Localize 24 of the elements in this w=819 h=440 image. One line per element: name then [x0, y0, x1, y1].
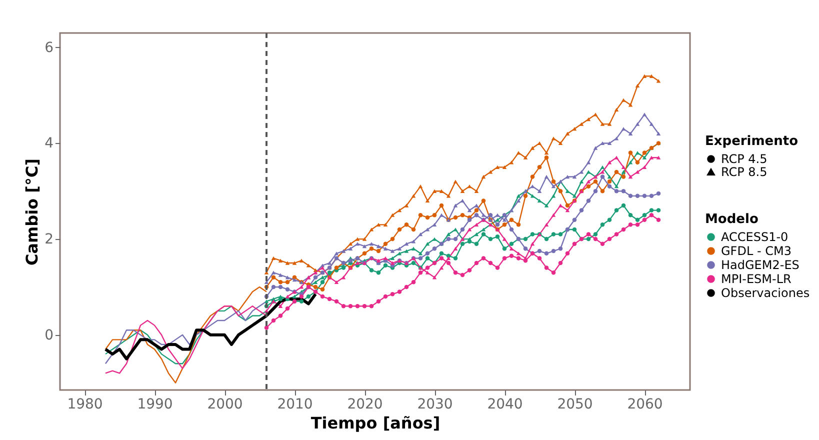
x-tick-label: 2020	[347, 396, 383, 412]
y-tick-label: 2	[44, 232, 54, 248]
x-tick-label: 2000	[207, 396, 243, 412]
y-tick-label: 0	[44, 327, 54, 344]
text: Experimento	[705, 134, 798, 149]
legend-label: ACCESS1-0	[721, 230, 788, 244]
legend-label: GFDL - CM3	[721, 244, 792, 258]
x-tick-label: 2050	[557, 396, 593, 412]
legend-label: HadGEM2-ES	[721, 258, 800, 272]
x-axis-title: Tiempo [años]	[310, 414, 440, 432]
legend-label: Observaciones	[721, 286, 810, 300]
x-tick-label: 2040	[487, 396, 523, 412]
x-tick-label: 2010	[277, 396, 313, 412]
x-tick-label: 1980	[67, 396, 103, 412]
text: Modelo	[705, 212, 758, 227]
y-tick-label: 6	[44, 40, 54, 56]
x-tick-label: 1990	[137, 396, 173, 412]
y-tick-label: 4	[44, 136, 54, 152]
x-tick-label: 2030	[417, 396, 453, 412]
y-axis-title: Cambio [°C]	[22, 158, 42, 266]
x-tick-label: 2060	[627, 396, 663, 412]
legend-label: MPI-ESM-LR	[721, 272, 792, 286]
legend-label: RCP 8.5	[721, 165, 768, 179]
legend-label: RCP 4.5	[721, 152, 768, 166]
